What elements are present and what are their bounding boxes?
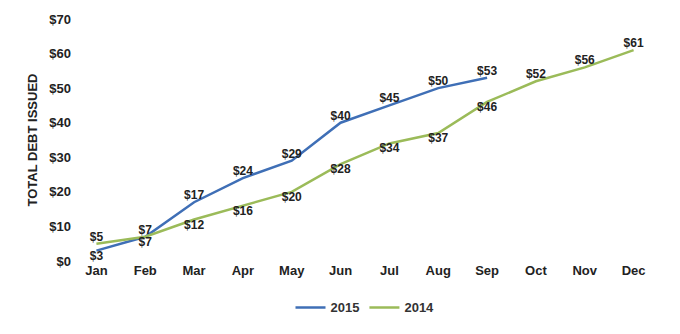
svg-text:Feb: Feb [134,263,157,278]
svg-text:$5: $5 [90,230,104,244]
svg-text:$17: $17 [184,188,204,202]
svg-text:$30: $30 [49,150,71,165]
svg-text:2015: 2015 [331,300,360,315]
svg-text:Mar: Mar [183,263,206,278]
svg-text:$29: $29 [282,147,302,161]
svg-text:$70: $70 [49,12,71,27]
svg-text:$50: $50 [428,74,448,88]
svg-text:May: May [279,263,305,278]
svg-text:Nov: Nov [572,263,597,278]
svg-text:$40: $40 [49,115,71,130]
svg-text:2014: 2014 [404,300,434,315]
svg-text:Apr: Apr [232,263,254,278]
svg-text:Aug: Aug [426,263,451,278]
svg-text:$37: $37 [428,131,448,145]
svg-text:$3: $3 [90,249,104,263]
svg-text:$0: $0 [57,254,71,269]
svg-text:Jun: Jun [329,263,352,278]
svg-text:Sep: Sep [475,263,499,278]
svg-text:$12: $12 [184,218,204,232]
svg-text:$10: $10 [49,219,71,234]
svg-text:$56: $56 [575,53,595,67]
svg-text:$24: $24 [233,164,253,178]
svg-text:Jan: Jan [85,263,107,278]
svg-text:Jul: Jul [380,263,399,278]
svg-text:$46: $46 [477,100,497,114]
svg-text:$34: $34 [379,141,399,155]
svg-text:$50: $50 [49,81,71,96]
svg-text:$60: $60 [49,46,71,61]
svg-text:Dec: Dec [622,263,646,278]
svg-text:$7: $7 [139,223,153,237]
svg-text:$20: $20 [282,190,302,204]
svg-text:$61: $61 [624,36,644,50]
svg-text:$45: $45 [379,91,399,105]
svg-text:$7: $7 [139,235,153,249]
svg-text:$52: $52 [526,67,546,81]
svg-text:$28: $28 [331,162,351,176]
svg-text:$40: $40 [331,109,351,123]
svg-text:$16: $16 [233,204,253,218]
svg-text:Oct: Oct [525,263,547,278]
svg-text:$53: $53 [477,64,497,78]
svg-text:TOTAL DEBT ISSUED: TOTAL DEBT ISSUED [25,74,40,207]
svg-text:$20: $20 [49,184,71,199]
